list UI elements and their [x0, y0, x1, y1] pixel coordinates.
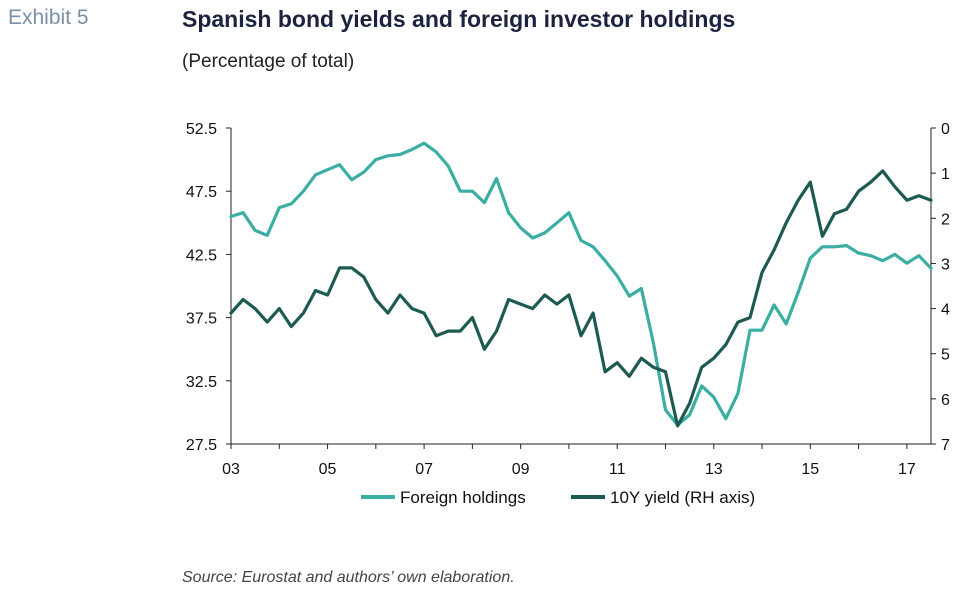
left-tick-label: 32.5 — [186, 374, 217, 391]
x-tick-label: 05 — [319, 461, 337, 478]
chart-series — [229, 141, 933, 428]
left-tick-label: 47.5 — [186, 184, 217, 201]
source-note: Source: Eurostat and authors’ own elabor… — [182, 569, 515, 586]
x-tick-label: 13 — [705, 461, 723, 478]
right-tick-label: 4 — [941, 302, 950, 319]
left-tick-label: 37.5 — [186, 311, 217, 328]
x-tick-label: 09 — [512, 461, 530, 478]
right-tick-label: 7 — [941, 437, 950, 454]
right-tick-label: 1 — [941, 166, 950, 183]
x-tick-label: 11 — [609, 461, 626, 478]
x-tick-label: 03 — [222, 461, 240, 478]
right-tick-label: 6 — [941, 392, 950, 409]
chart-axes: 52.5 47.5 42.5 37.5 32.5 27.5 0 1 2 3 4 5 6 7 03 05 07 09… — [186, 121, 950, 478]
chart-title: Spanish bond yields and foreign investor… — [182, 6, 736, 32]
right-tick-label: 5 — [941, 347, 950, 364]
right-tick-label: 2 — [941, 211, 950, 228]
right-tick-label: 0 — [941, 121, 950, 138]
left-tick-label: 42.5 — [186, 247, 217, 264]
chart-subtitle: (Percentage of total) — [182, 51, 355, 72]
left-tick-label: 52.5 — [186, 121, 217, 138]
series-line-10y-yield — [229, 169, 933, 428]
legend-label-foreign-holdings: Foreign holdings — [400, 488, 526, 507]
x-tick-label: 17 — [898, 461, 916, 478]
x-tick-label: 07 — [415, 461, 433, 478]
chart-legend: Foreign holdings 10Y yield (RH axis) — [361, 488, 755, 507]
exhibit-label: Exhibit 5 — [8, 6, 89, 29]
left-tick-label: 27.5 — [186, 437, 217, 454]
legend-label-10y-yield: 10Y yield (RH axis) — [610, 488, 755, 507]
x-tick-label: 15 — [801, 461, 819, 478]
series-line-foreign-holdings — [229, 141, 933, 427]
right-tick-label: 3 — [941, 256, 950, 273]
